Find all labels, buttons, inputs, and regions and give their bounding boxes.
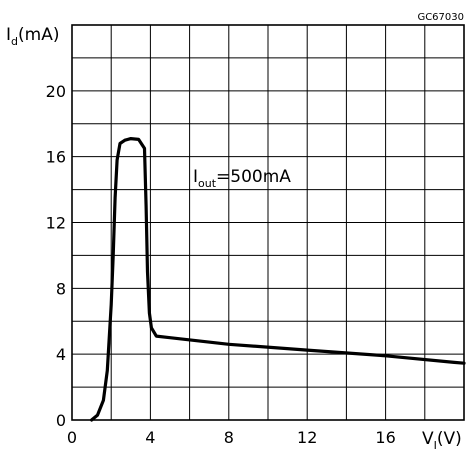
- x-axis-label: VI(V): [422, 429, 462, 449]
- tick-labels: 0 4 8 12 16 0 4 8 12 16 20: [46, 82, 396, 447]
- x-tick-label: 8: [224, 428, 234, 447]
- x-tick-label: 4: [145, 428, 155, 447]
- series-line: [90, 137, 466, 422]
- y-axis-label: Id(mA): [6, 25, 59, 48]
- x-tick-label: 0: [67, 428, 77, 447]
- grid: [72, 25, 464, 420]
- y-tick-label: 20: [46, 82, 66, 101]
- x-tick-label: 16: [375, 428, 395, 447]
- curve-annotation: Iout=500mA: [193, 167, 291, 190]
- y-tick-label: 16: [46, 148, 66, 167]
- figure-code: GC67030: [417, 12, 464, 23]
- y-tick-label: 4: [56, 345, 66, 364]
- y-tick-label: 0: [56, 411, 66, 430]
- x-tick-label: 12: [297, 428, 317, 447]
- plot-frame: [71, 24, 465, 421]
- y-tick-label: 8: [56, 279, 66, 298]
- y-tick-label: 12: [46, 214, 66, 233]
